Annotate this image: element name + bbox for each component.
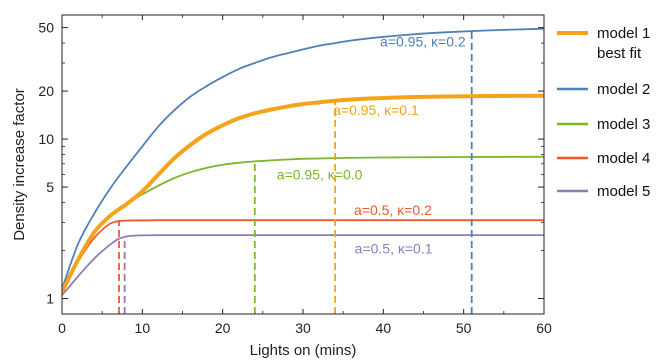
x-tick-label: 40 <box>376 320 392 336</box>
legend-label-model-1-line2: best fit <box>597 45 642 62</box>
series-line-model-5 <box>62 234 544 297</box>
legend-label-model-1: model 1 <box>597 25 650 42</box>
x-axis-title: Lights on (mins) <box>250 342 357 359</box>
series-line-model-1 <box>62 93 544 294</box>
y-tick-label: 5 <box>46 179 54 195</box>
annotation-model-5: a=0.5, κ=0.1 <box>355 240 433 256</box>
y-tick-label: 20 <box>38 83 54 99</box>
y-tick-label: 1 <box>46 291 54 307</box>
x-tick-label: 60 <box>536 320 552 336</box>
annotation-model-4: a=0.5, κ=0.2 <box>354 202 432 218</box>
y-tick-label: 50 <box>38 20 54 36</box>
x-tick-label: 0 <box>58 320 66 336</box>
marker-layer <box>118 31 473 314</box>
legend-label-model-5: model 5 <box>597 183 650 200</box>
legend-label-model-3: model 3 <box>597 116 650 133</box>
x-tick-label: 50 <box>456 320 472 336</box>
x-tick-label: 30 <box>295 320 311 336</box>
annotation-model-2: a=0.95, κ=0.2 <box>380 33 466 49</box>
x-tick-label: 10 <box>135 320 151 336</box>
annotation-model-3: a=0.95, κ=0.0 <box>277 166 363 182</box>
y-tick-label: 10 <box>38 131 54 147</box>
legend-label-model-4: model 4 <box>597 150 650 167</box>
x-tick-label: 20 <box>215 320 231 336</box>
annotation-layer: a=0.95, κ=0.1 a=0.95, κ=0.2 a=0.95, κ=0.0 a… <box>277 33 466 256</box>
series-line-model-2 <box>62 27 544 290</box>
tick-layer: 0 10 20 30 40 50 60 1 5 10 20 50 <box>38 14 552 336</box>
y-axis-title: Density increase factor <box>11 88 28 241</box>
legend-label-model-2: model 2 <box>597 81 650 98</box>
series-layer <box>62 27 544 297</box>
legend: model 1 best fit model 2 model 3 model 4 mode… <box>557 25 650 200</box>
annotation-model-1: a=0.95, κ=0.1 <box>333 102 419 118</box>
